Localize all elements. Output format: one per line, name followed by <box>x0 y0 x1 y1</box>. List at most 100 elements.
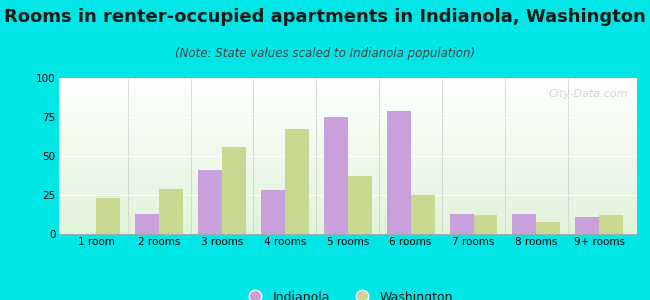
Bar <box>222 147 246 234</box>
Bar <box>58 100 637 101</box>
Bar <box>58 126 637 128</box>
Bar <box>58 221 637 223</box>
Bar <box>58 167 637 169</box>
Bar <box>58 137 637 139</box>
Bar <box>58 211 637 212</box>
Bar <box>58 118 637 120</box>
Bar <box>575 217 599 234</box>
Bar <box>58 145 637 147</box>
Bar <box>58 189 637 190</box>
Bar <box>58 212 637 214</box>
Legend: Indianola, Washington: Indianola, Washington <box>238 286 458 300</box>
Bar <box>58 204 637 206</box>
Bar <box>58 175 637 176</box>
Bar <box>411 195 435 234</box>
Bar <box>536 221 560 234</box>
Bar <box>58 147 637 148</box>
Bar <box>58 161 637 162</box>
Bar <box>58 156 637 158</box>
Bar <box>58 139 637 140</box>
Bar <box>58 78 637 80</box>
Bar <box>450 214 473 234</box>
Bar <box>159 189 183 234</box>
Bar <box>512 214 536 234</box>
Bar <box>58 206 637 208</box>
Bar <box>58 172 637 173</box>
Bar <box>58 223 637 225</box>
Bar <box>58 131 637 133</box>
Bar <box>58 201 637 203</box>
Bar <box>58 91 637 92</box>
Bar <box>58 192 637 194</box>
Bar <box>58 162 637 164</box>
Bar <box>58 81 637 83</box>
Text: City-Data.com: City-Data.com <box>549 89 629 99</box>
Bar <box>58 218 637 220</box>
Bar <box>58 83 637 84</box>
Bar <box>58 123 637 125</box>
Bar <box>58 98 637 100</box>
Bar <box>58 186 637 187</box>
Bar <box>58 86 637 87</box>
Bar <box>58 208 637 209</box>
Bar <box>58 226 637 228</box>
Bar <box>58 181 637 182</box>
Bar <box>58 148 637 150</box>
Bar <box>58 196 637 198</box>
Bar <box>58 220 637 221</box>
Bar <box>58 134 637 136</box>
Bar <box>58 120 637 122</box>
Bar <box>58 130 637 131</box>
Bar <box>58 182 637 184</box>
Bar <box>58 187 637 189</box>
Bar <box>58 203 637 204</box>
Bar <box>58 228 637 229</box>
Bar <box>58 159 637 161</box>
Bar <box>58 106 637 108</box>
Bar <box>599 215 623 234</box>
Bar <box>58 136 637 137</box>
Bar <box>58 176 637 178</box>
Bar <box>135 214 159 234</box>
Bar <box>58 95 637 97</box>
Bar <box>58 122 637 123</box>
Bar <box>58 164 637 165</box>
Bar <box>261 190 285 234</box>
Bar <box>58 229 637 231</box>
Bar <box>58 153 637 154</box>
Bar <box>58 89 637 91</box>
Bar <box>58 125 637 126</box>
Bar <box>58 94 637 95</box>
Bar <box>58 108 637 109</box>
Bar <box>58 169 637 170</box>
Bar <box>58 117 637 118</box>
Bar <box>58 151 637 153</box>
Bar <box>58 112 637 114</box>
Bar <box>58 215 637 217</box>
Text: (Note: State values scaled to Indianola population): (Note: State values scaled to Indianola … <box>175 46 475 59</box>
Text: Rooms in renter-occupied apartments in Indianola, Washington: Rooms in renter-occupied apartments in I… <box>4 8 646 26</box>
Bar <box>58 133 637 134</box>
Bar <box>58 142 637 143</box>
Bar <box>58 184 637 186</box>
Bar <box>58 154 637 156</box>
Bar <box>58 101 637 103</box>
Bar <box>285 130 309 234</box>
Bar <box>58 190 637 192</box>
Bar <box>58 179 637 181</box>
Bar <box>387 111 411 234</box>
Bar <box>58 198 637 200</box>
Bar <box>58 170 637 172</box>
Bar <box>58 92 637 94</box>
Bar <box>198 170 222 234</box>
Bar <box>58 109 637 111</box>
Bar <box>58 195 637 196</box>
Bar <box>58 231 637 232</box>
Bar <box>58 232 637 234</box>
Bar <box>58 97 637 98</box>
Bar <box>58 217 637 218</box>
Bar <box>58 225 637 226</box>
Bar <box>58 140 637 142</box>
Bar <box>58 158 637 159</box>
Bar <box>96 198 120 234</box>
